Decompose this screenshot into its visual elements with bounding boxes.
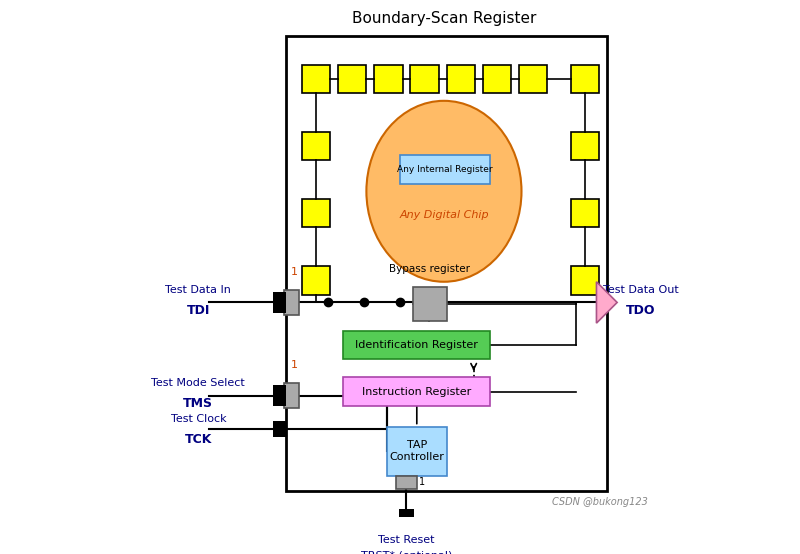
- FancyBboxPatch shape: [398, 509, 414, 517]
- Text: Identification Register: Identification Register: [355, 340, 478, 350]
- FancyBboxPatch shape: [274, 422, 286, 437]
- FancyBboxPatch shape: [343, 331, 490, 360]
- FancyBboxPatch shape: [482, 65, 511, 93]
- FancyBboxPatch shape: [570, 132, 599, 160]
- FancyBboxPatch shape: [400, 155, 490, 183]
- FancyBboxPatch shape: [302, 199, 330, 228]
- FancyBboxPatch shape: [274, 385, 286, 406]
- FancyBboxPatch shape: [570, 266, 599, 295]
- FancyBboxPatch shape: [284, 383, 299, 408]
- FancyBboxPatch shape: [410, 65, 438, 93]
- FancyBboxPatch shape: [519, 65, 547, 93]
- FancyBboxPatch shape: [570, 65, 599, 93]
- FancyBboxPatch shape: [284, 290, 299, 315]
- Text: 1: 1: [419, 477, 426, 487]
- Text: Test Data Out: Test Data Out: [602, 285, 678, 295]
- FancyBboxPatch shape: [374, 65, 402, 93]
- Text: TDO: TDO: [626, 304, 655, 317]
- Text: TCK: TCK: [185, 433, 212, 446]
- Text: 1: 1: [290, 266, 298, 276]
- FancyBboxPatch shape: [413, 287, 446, 321]
- Text: CSDN @bukong123: CSDN @bukong123: [552, 497, 648, 507]
- Text: Boundary-Scan Register: Boundary-Scan Register: [352, 11, 536, 25]
- FancyBboxPatch shape: [302, 132, 330, 160]
- FancyBboxPatch shape: [570, 199, 599, 228]
- Text: 1: 1: [290, 360, 298, 370]
- FancyBboxPatch shape: [396, 476, 417, 489]
- Text: Test Mode Select: Test Mode Select: [151, 378, 246, 388]
- Text: Test Reset: Test Reset: [378, 535, 434, 545]
- Text: TAP
Controller: TAP Controller: [390, 440, 444, 462]
- Text: Test Data In: Test Data In: [166, 285, 231, 295]
- FancyBboxPatch shape: [446, 65, 475, 93]
- Text: Any Digital Chip: Any Digital Chip: [399, 209, 489, 219]
- FancyBboxPatch shape: [338, 65, 366, 93]
- FancyBboxPatch shape: [302, 266, 330, 295]
- Text: TRST* (optional): TRST* (optional): [361, 551, 452, 554]
- Text: TMS: TMS: [183, 397, 214, 410]
- Text: TDI: TDI: [186, 304, 210, 317]
- FancyBboxPatch shape: [387, 427, 446, 476]
- Text: Bypass register: Bypass register: [390, 264, 470, 274]
- Text: Instruction Register: Instruction Register: [362, 387, 471, 397]
- Text: Test Clock: Test Clock: [170, 414, 226, 424]
- FancyBboxPatch shape: [343, 377, 490, 406]
- Polygon shape: [597, 282, 617, 323]
- Text: Any Internal Register: Any Internal Register: [398, 165, 493, 174]
- FancyBboxPatch shape: [302, 65, 330, 93]
- Ellipse shape: [366, 101, 522, 282]
- FancyBboxPatch shape: [286, 36, 607, 491]
- FancyBboxPatch shape: [274, 292, 286, 313]
